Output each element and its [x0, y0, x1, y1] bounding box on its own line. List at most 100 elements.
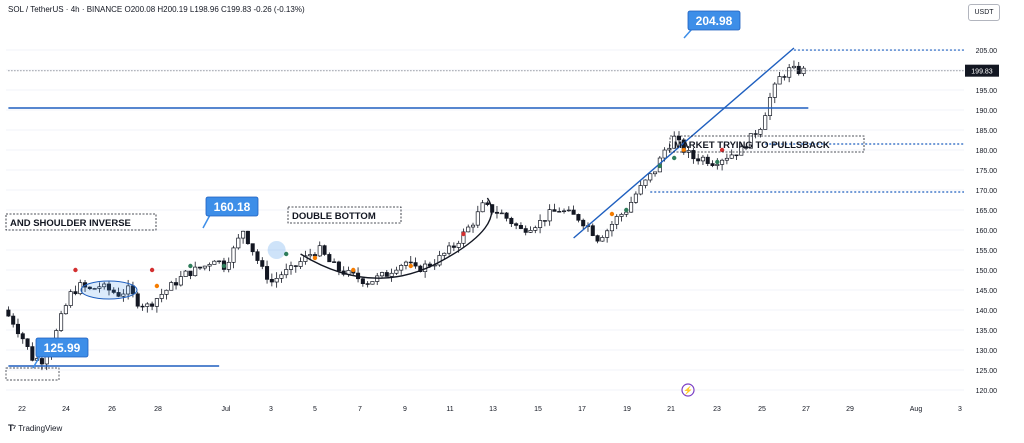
callout-pointer — [202, 214, 211, 229]
candle-up — [226, 261, 231, 270]
candle-up — [169, 282, 174, 291]
candle-up — [643, 179, 648, 186]
candle-down — [705, 156, 710, 164]
candle-down — [150, 303, 155, 307]
candle-up — [638, 185, 643, 195]
candle-down — [542, 220, 547, 222]
candle-up — [480, 202, 485, 213]
shoulder-highlight — [80, 280, 138, 300]
candle-down — [796, 65, 801, 75]
candle-down — [39, 358, 44, 365]
candle-up — [533, 227, 538, 231]
candle-up — [379, 272, 385, 277]
y-tick-label: 160.00 — [976, 228, 998, 235]
candle-up — [159, 294, 164, 299]
y-tick-label: 130.00 — [976, 348, 998, 355]
signal-dot — [351, 267, 356, 273]
y-tick-label: 125.00 — [976, 368, 998, 375]
annotation-box — [5, 213, 157, 231]
currency-button[interactable]: USDT — [968, 4, 1000, 21]
candle-down — [518, 225, 523, 229]
double-bottom-curve — [300, 197, 493, 279]
candle-down — [111, 289, 116, 293]
candle-up — [791, 65, 796, 69]
y-tick-label: 150.00 — [976, 268, 998, 275]
candle-up — [212, 260, 217, 265]
signal-dot — [149, 267, 155, 273]
candle-down — [408, 261, 413, 264]
candle-up — [653, 171, 658, 175]
candle-up — [456, 242, 461, 248]
event-marker-glyph: ⚡ — [683, 385, 693, 395]
annotation-box — [287, 206, 402, 224]
candle-up — [600, 237, 605, 242]
candle-down — [245, 230, 250, 245]
candle-down — [260, 260, 265, 267]
candle-up — [63, 305, 68, 315]
y-tick-label: 165.00 — [976, 208, 998, 215]
candle-up — [528, 230, 533, 233]
candle-down — [734, 154, 739, 157]
candle-up — [403, 261, 408, 266]
candle-down — [336, 261, 341, 272]
candle-up — [605, 230, 610, 238]
candle-down — [322, 245, 327, 255]
y-tick-label: 155.00 — [976, 248, 998, 255]
callout-pointer — [32, 355, 41, 369]
candle-up — [92, 288, 97, 290]
x-tick-label: 3 — [269, 406, 273, 413]
candle-up — [217, 260, 222, 263]
x-tick-label: 17 — [578, 406, 586, 413]
signal-dot — [624, 207, 629, 213]
candle-up — [298, 261, 303, 267]
candle-down — [135, 293, 140, 307]
candle-up — [547, 209, 552, 222]
candle-down — [255, 251, 260, 261]
candle-up — [202, 265, 207, 269]
x-tick-label: 22 — [18, 406, 26, 413]
candle-down — [485, 202, 490, 205]
candle-up — [207, 264, 212, 267]
candle-down — [360, 278, 365, 285]
y-tick-label: 205.00 — [976, 48, 998, 55]
signal-dot — [154, 283, 160, 289]
candle-up — [274, 278, 279, 283]
candle-up — [442, 252, 447, 256]
signal-dot — [221, 263, 227, 269]
candle-up — [183, 270, 188, 277]
candle-down — [15, 323, 21, 335]
candle-up — [236, 237, 241, 249]
x-tick-label: 5 — [313, 406, 317, 413]
y-tick-label: 195.00 — [976, 88, 998, 95]
candle-up — [308, 254, 313, 257]
candle-up — [614, 216, 619, 225]
candle-up — [629, 201, 634, 213]
signal-dot — [188, 263, 193, 269]
y-tick-label: 120.00 — [976, 388, 998, 395]
candle-up — [394, 269, 399, 274]
candle-up — [102, 283, 107, 288]
candle-up — [317, 245, 322, 257]
candle-up — [475, 211, 480, 226]
x-tick-label: 25 — [758, 406, 766, 413]
x-tick-label: 7 — [358, 406, 362, 413]
candle-down — [418, 265, 423, 272]
candle-up — [145, 303, 150, 307]
symbol-info: SOL / TetherUS · 4h · BINANCE O200.08 H2… — [8, 5, 305, 14]
candle-down — [265, 266, 270, 280]
candle-down — [269, 278, 274, 283]
candle-down — [413, 262, 418, 267]
candle-up — [619, 213, 624, 217]
candle-down — [590, 225, 595, 236]
candle-down — [595, 235, 600, 242]
candle-down — [140, 305, 145, 308]
candle-up — [499, 212, 504, 215]
candle-up — [787, 67, 792, 78]
candle-down — [581, 219, 586, 227]
y-tick-label: 175.00 — [976, 168, 998, 175]
tradingview-logo-icon: T⁷ — [8, 423, 16, 433]
candle-up — [777, 76, 782, 85]
candle-up — [720, 159, 725, 165]
last-price-marker — [965, 64, 999, 77]
